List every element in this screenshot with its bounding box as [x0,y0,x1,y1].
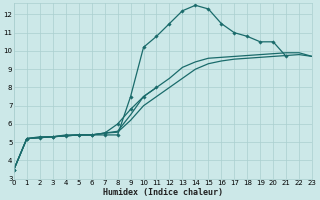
X-axis label: Humidex (Indice chaleur): Humidex (Indice chaleur) [103,188,223,197]
